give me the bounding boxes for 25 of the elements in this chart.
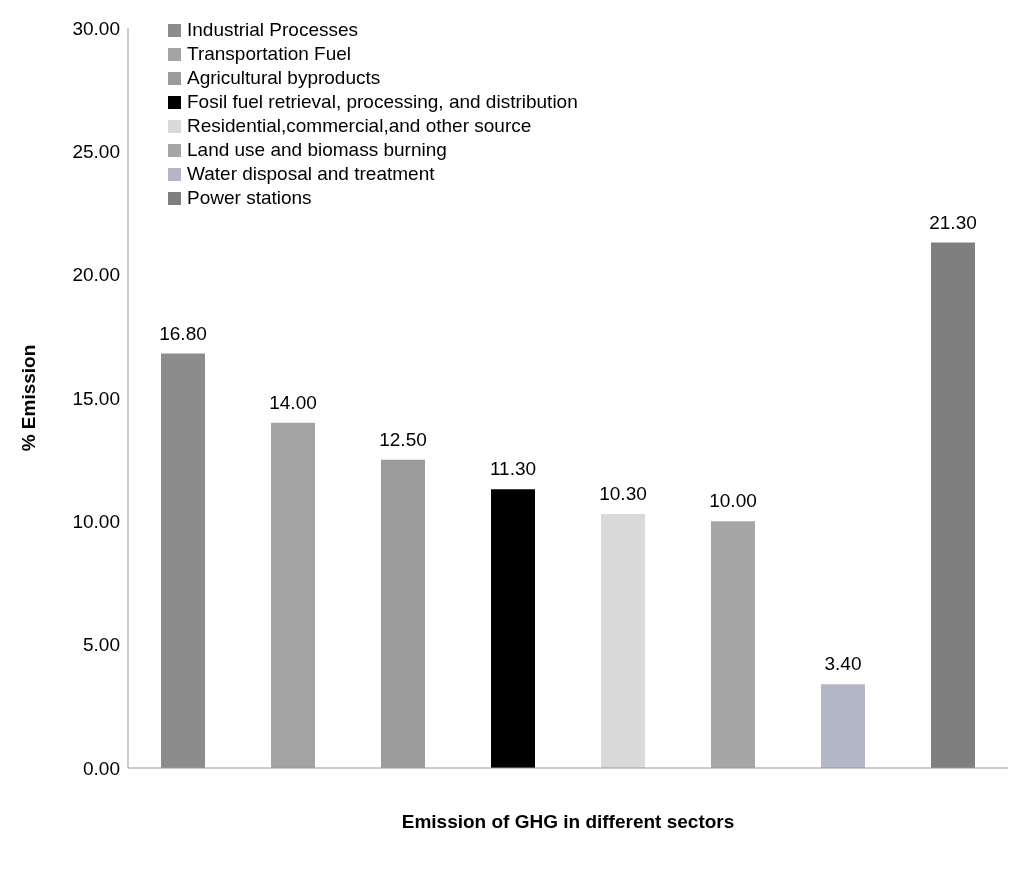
y-axis-title: % Emission	[17, 344, 39, 452]
data-label: 10.00	[709, 490, 757, 512]
x-axis-title: Emission of GHG in different sectors	[401, 811, 735, 832]
data-label: 21.30	[929, 211, 977, 233]
legend-label: Residential,commercial,and other source	[187, 114, 532, 138]
y-tick-label: 30.00	[72, 17, 120, 39]
y-tick-label: 10.00	[72, 511, 120, 533]
y-tick-label: 25.00	[72, 141, 120, 163]
legend-label: Fosil fuel retrieval, processing, and distribution	[187, 90, 578, 114]
data-label: 3.40	[824, 653, 862, 675]
legend-label: Power stations	[187, 186, 312, 210]
legend-label: Land use and biomass burning	[187, 138, 447, 162]
legend-label: Water disposal and treatment	[187, 162, 435, 186]
legend-label: Agricultural byproducts	[187, 66, 381, 90]
y-tick-label: 0.00	[83, 757, 120, 779]
data-label: 14.00	[269, 391, 317, 413]
legend-label: Transportation Fuel	[187, 42, 352, 66]
y-tick-label: 15.00	[72, 387, 120, 409]
y-tick-label: 5.00	[83, 634, 120, 656]
data-label: 11.30	[489, 458, 537, 480]
legend-label: Industrial Processes	[187, 18, 359, 42]
data-label: 12.50	[379, 428, 427, 450]
data-label: 10.30	[599, 482, 647, 504]
data-label: 16.80	[159, 322, 207, 344]
y-tick-label: 20.00	[72, 264, 120, 286]
